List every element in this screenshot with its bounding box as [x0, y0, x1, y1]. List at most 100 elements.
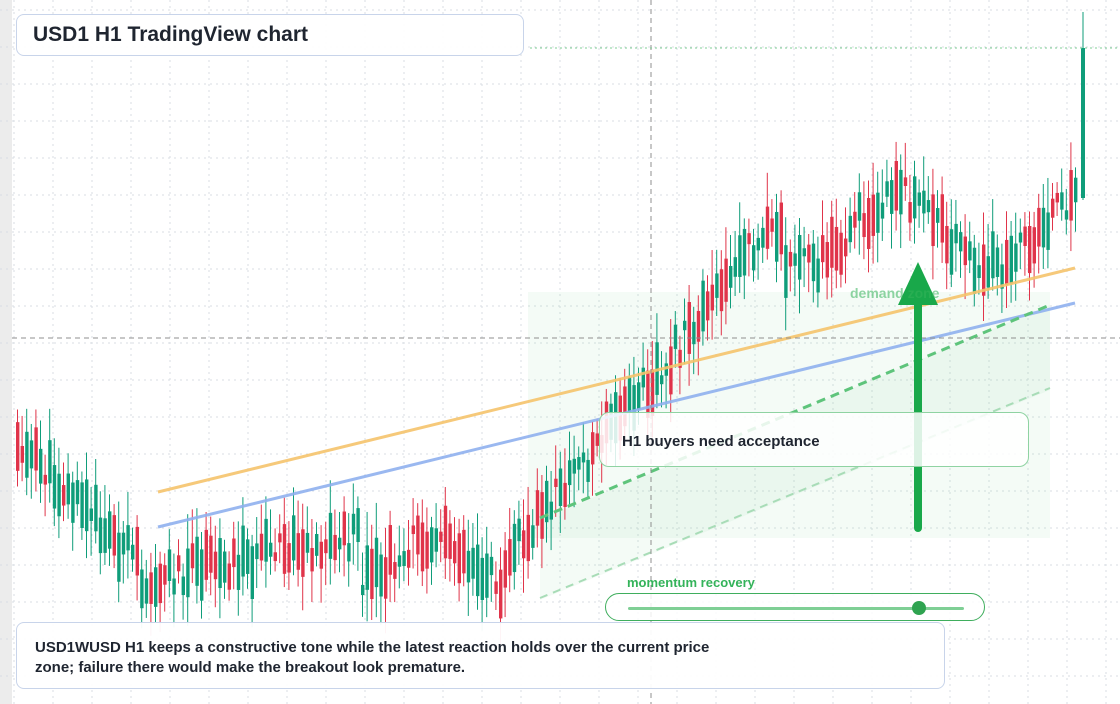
candle-body: [724, 258, 728, 302]
candle-body: [687, 302, 691, 354]
candle-body: [439, 531, 443, 542]
candle-body: [16, 422, 20, 471]
candle-body: [678, 349, 682, 368]
candle-body: [255, 543, 259, 560]
candle-body: [770, 218, 774, 232]
candle-body: [701, 280, 705, 332]
candle-body: [301, 529, 305, 577]
candle-body: [1005, 239, 1009, 285]
candle-body: [775, 211, 779, 262]
left-scroll-strip[interactable]: [0, 0, 12, 704]
candle-body: [522, 530, 526, 559]
lower-channel-line: [539, 387, 1051, 599]
candle-body: [798, 234, 802, 280]
candle-body: [572, 458, 576, 474]
candle-body: [1028, 225, 1032, 274]
candle-body: [126, 525, 130, 551]
candle-body: [315, 534, 319, 556]
candle-body: [384, 557, 388, 599]
candle-body: [236, 554, 241, 590]
candle-body: [554, 478, 558, 488]
acceptance-callout: H1 buyers need acceptance: [599, 412, 1029, 467]
candle-body: [765, 206, 770, 249]
candle-body: [351, 513, 356, 535]
candle-body: [1018, 232, 1023, 243]
candle-body: [742, 228, 747, 276]
candle-body: [1023, 226, 1027, 247]
candle-body: [949, 229, 954, 275]
candle-body: [540, 492, 544, 539]
candle-body: [374, 537, 379, 588]
candle-body: [29, 440, 34, 469]
candle-body: [1041, 207, 1046, 248]
candle-body: [1064, 210, 1069, 220]
candle-body: [48, 440, 52, 484]
candle-body: [926, 200, 931, 213]
candle-body: [25, 431, 29, 478]
candle-body: [816, 258, 820, 293]
candle-body: [673, 324, 678, 349]
candle-body: [710, 284, 714, 311]
candle-body: [476, 544, 480, 597]
candle-body: [195, 536, 199, 586]
candle-body: [485, 553, 489, 598]
candle-body: [20, 446, 24, 463]
candle-body: [181, 576, 185, 596]
candle-body: [558, 468, 563, 506]
candle-body: [57, 473, 61, 517]
candle-body: [443, 505, 448, 559]
candle-body: [121, 532, 126, 555]
candle-body: [890, 180, 894, 214]
candle-body: [784, 245, 788, 298]
candle-body: [991, 231, 995, 279]
candle-body: [1046, 212, 1050, 250]
candle-body: [862, 213, 866, 238]
candle-body: [112, 515, 116, 556]
candle-body: [209, 535, 213, 573]
candle-body: [535, 490, 540, 526]
candle-body: [232, 538, 236, 568]
candle-body: [430, 527, 434, 563]
candle-body: [517, 518, 521, 542]
candle-body: [305, 532, 310, 553]
candle-body: [637, 382, 641, 410]
candle-body: [972, 247, 977, 294]
candle-body: [839, 232, 843, 275]
candle-body: [167, 549, 172, 582]
candle-body: [94, 484, 98, 532]
candle-body: [903, 177, 908, 187]
candle-body: [98, 517, 103, 554]
candle-body: [595, 433, 599, 446]
candle-body: [857, 192, 862, 221]
candle-body: [894, 161, 898, 211]
candle-body: [466, 550, 471, 583]
candle-body: [108, 511, 112, 549]
candle-body: [706, 291, 710, 321]
candle-body: [945, 225, 949, 264]
candle-body: [328, 512, 333, 559]
candle-body: [158, 563, 162, 604]
candle-body: [499, 569, 503, 619]
candle-body: [995, 247, 1000, 277]
candle-body: [738, 235, 742, 277]
candle-body: [66, 473, 70, 505]
candle-body: [871, 194, 875, 236]
candle-body: [779, 202, 783, 255]
candle-body: [880, 202, 885, 219]
candle-body: [1032, 227, 1036, 264]
candle-body: [1055, 192, 1059, 203]
candle-body: [140, 569, 144, 609]
candle-body: [1000, 264, 1004, 289]
candle-body: [448, 523, 452, 559]
candle-body: [117, 532, 121, 582]
candle-body: [931, 194, 935, 247]
candle-body: [793, 253, 797, 266]
candle-body: [761, 227, 765, 248]
candle-body: [85, 479, 89, 532]
candle-body: [480, 557, 484, 600]
candle-body: [752, 245, 756, 271]
candle-body: [719, 269, 724, 312]
candle-body: [379, 554, 383, 597]
candle-body: [802, 248, 806, 257]
